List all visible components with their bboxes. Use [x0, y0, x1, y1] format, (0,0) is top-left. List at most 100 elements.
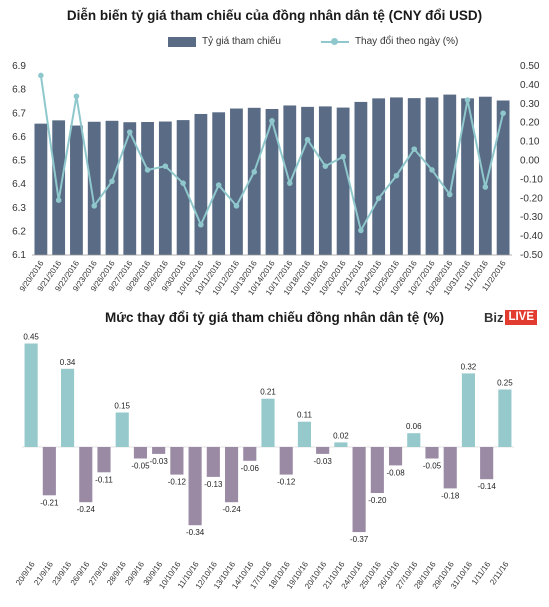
bar-positive-change	[60, 368, 75, 447]
line-point	[482, 184, 489, 190]
bar-reference-rate	[70, 125, 83, 255]
y-right-tick-label: -0.40	[520, 231, 543, 242]
chart1-title: Diễn biến tỷ giá tham chiếu của đồng nhâ…	[66, 8, 483, 23]
bar-negative-change	[79, 447, 93, 503]
line-point	[393, 172, 400, 179]
data-label: -0.05	[131, 462, 150, 471]
bar-reference-rate	[158, 121, 172, 255]
line-point	[73, 93, 80, 100]
line-point	[91, 203, 98, 209]
bar-negative-change	[97, 447, 111, 473]
bar-reference-rate	[105, 120, 119, 255]
y-right-tick-label: 0.20	[520, 118, 540, 129]
data-label: -0.18	[441, 491, 460, 500]
bar-reference-rate	[461, 98, 474, 256]
line-point	[304, 136, 311, 143]
data-label: -0.21	[40, 498, 59, 507]
bar-positive-change	[461, 373, 476, 447]
data-label: -0.05	[423, 462, 442, 471]
bar-negative-change	[42, 447, 56, 496]
data-label: 0.34	[60, 358, 76, 367]
data-label: -0.11	[95, 475, 113, 484]
bar-reference-rate	[478, 96, 492, 256]
line-point	[269, 118, 275, 124]
bar-reference-rate	[265, 108, 279, 255]
bar-reference-rate	[123, 122, 137, 255]
data-label: -0.24	[77, 505, 96, 514]
bar-reference-rate	[372, 98, 386, 256]
line-point	[286, 180, 293, 186]
line-point	[500, 110, 506, 117]
logo-part-live: LIVE	[505, 310, 537, 325]
bar-negative-change	[425, 447, 439, 459]
data-label: 0.25	[497, 379, 513, 388]
bar-negative-change	[316, 447, 330, 454]
y-right-tick-label: -0.20	[520, 193, 543, 204]
bar-positive-change	[407, 433, 421, 447]
line-point	[375, 195, 382, 202]
bar-reference-rate	[230, 108, 243, 256]
bar-negative-change	[170, 447, 184, 475]
data-label: -0.08	[386, 468, 405, 477]
legend-bar-swatch	[168, 36, 196, 47]
bar-negative-change	[443, 447, 457, 489]
line-point	[464, 97, 471, 103]
chart1-combo: 6.9 6.8 6.7 6.6 6.5 6.4 6.3 6.2 6.1 0.50 0.40 0.30 0…	[12, 61, 543, 297]
data-label: -0.12	[277, 478, 296, 487]
line-point	[411, 146, 418, 152]
bar-reference-rate	[247, 107, 261, 255]
bar-reference-rate	[52, 120, 66, 256]
bar-negative-change	[388, 447, 403, 466]
bar-positive-change	[297, 421, 312, 447]
y-right-tick-label: 0.10	[520, 137, 540, 148]
bar-reference-rate	[176, 120, 190, 255]
data-label: -0.14	[478, 482, 497, 491]
bar-reference-rate	[336, 107, 350, 255]
y-right-tick-label: 0.30	[520, 99, 540, 110]
bar-reference-rate	[34, 123, 48, 256]
bar-negative-change	[279, 447, 293, 475]
data-label: 0.32	[461, 362, 477, 371]
y-left-tick-label: 6.9	[12, 61, 26, 72]
line-point	[109, 178, 115, 185]
y-right-tick-label: -0.50	[520, 250, 543, 261]
data-label: -0.06	[241, 464, 260, 473]
y-left-tick-label: 6.5	[12, 156, 26, 167]
line-point	[251, 169, 258, 175]
data-label: -0.24	[222, 505, 241, 514]
legend-line-label: Thay đổi theo ngày (%)	[354, 36, 459, 47]
y-left-tick-label: 6.4	[12, 179, 26, 190]
line-point	[38, 72, 44, 79]
line-point	[446, 191, 453, 198]
y-left-tick-label: 6.1	[12, 250, 26, 261]
data-label: -0.13	[204, 480, 223, 489]
bar-reference-rate	[496, 100, 510, 256]
bar-reference-rate	[443, 94, 457, 256]
y-left-tick-label: 6.3	[12, 203, 26, 214]
bar-negative-change	[352, 447, 366, 533]
data-label: -0.20	[368, 496, 387, 505]
data-label: -0.34	[186, 528, 205, 537]
bar-positive-change	[24, 343, 38, 447]
bar-positive-change	[115, 412, 129, 447]
bar-reference-rate	[141, 121, 154, 256]
x-tick-label: 2/11/16	[488, 560, 511, 587]
line-point	[340, 153, 346, 160]
bar-negative-change	[224, 447, 239, 503]
line-point	[144, 167, 151, 173]
line-point	[358, 227, 364, 234]
y-right-tick-label: 0.40	[520, 80, 540, 91]
y-left-tick-label: 6.2	[12, 226, 26, 237]
bar-negative-change	[243, 447, 257, 461]
data-label: -0.12	[168, 478, 187, 487]
data-label: -0.03	[150, 457, 169, 466]
data-label: 0.21	[260, 388, 276, 397]
legend-line-swatch	[320, 37, 349, 45]
y-right-tick-label: -0.30	[520, 212, 543, 223]
bar-negative-change	[152, 447, 166, 454]
line-point	[162, 163, 169, 169]
data-label: 0.15	[114, 402, 130, 411]
data-label: 0.45	[23, 333, 39, 342]
y-left-tick-label: 6.8	[12, 85, 26, 96]
